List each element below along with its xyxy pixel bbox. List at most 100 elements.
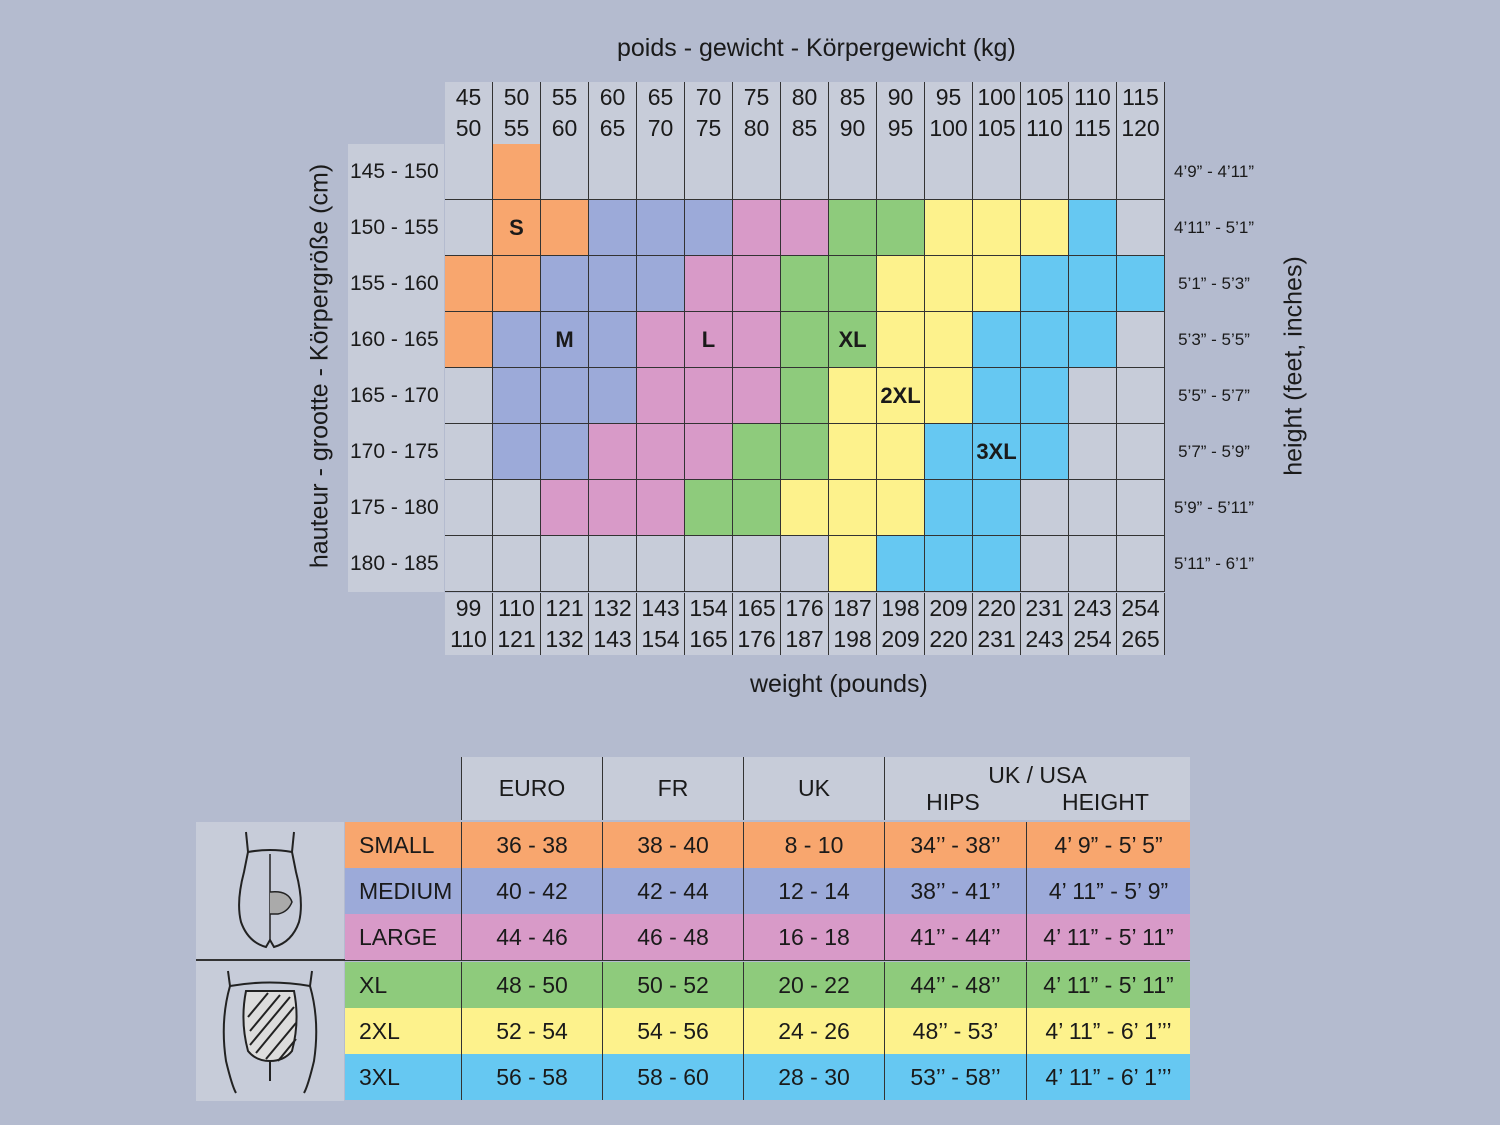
hips-range: 38’’ - 41’’ [884,868,1026,914]
kg-tick-label: 70 75 [685,82,733,144]
grid-cell [589,424,637,480]
kg-tick-bottom: 120 [1121,115,1160,141]
grid-cell [1117,144,1165,200]
grid-cell [1069,200,1117,256]
grid-cell [1021,144,1069,200]
lb-tick-bottom: 154 [641,626,680,652]
euro-size: 44 - 46 [461,914,602,960]
lb-tick-top: 187 [833,595,872,621]
grid-cell [733,256,781,312]
grid-cell [1117,536,1165,592]
grid-cell [973,144,1021,200]
lb-tick-label: 254 265 [1117,593,1165,655]
kg-tick-bottom: 80 [743,115,770,141]
kg-tick-top: 110 [1074,84,1111,110]
kg-tick-top: 100 [977,84,1016,110]
grid-cell [733,480,781,536]
kg-tick-label: 85 90 [829,82,877,144]
grid-cell [877,480,925,536]
grid-cell [829,536,877,592]
lb-tick-label: 220 231 [973,593,1021,655]
kg-tick-label: 80 85 [781,82,829,144]
grid-cell [589,368,637,424]
grid-cell [1021,200,1069,256]
ft-row-label: 4’9” - 4’11” [1174,162,1254,181]
lb-tick-bottom: 220 [929,626,968,652]
cm-row-label: 160 - 165 [348,312,444,368]
grid-cell: 3XL [973,424,1021,480]
grid-cell [925,256,973,312]
size-grid: S M L XL 2XL 3XL [445,144,1165,592]
kg-tick-top: 115 [1122,84,1159,110]
lb-tick-top: 143 [641,595,680,621]
grid-cell [637,368,685,424]
lb-tick-bottom: 121 [497,626,536,652]
header-euro: EURO [461,757,602,820]
grid-cell [925,424,973,480]
kg-tick-label: 100 105 [973,82,1021,144]
lb-tick-top: 165 [737,595,776,621]
cm-row-label: 155 - 160 [348,256,444,312]
grid-cell [445,536,493,592]
table-divider [196,959,1190,961]
lb-tick-top: 209 [929,595,968,621]
kg-tick-label: 55 60 [541,82,589,144]
lb-tick-bottom: 243 [1025,626,1064,652]
grid-cell: L [685,312,733,368]
kg-tick-bottom: 50 [455,115,482,141]
grid-cell [973,368,1021,424]
grid-cell [493,312,541,368]
kg-tick-bottom: 75 [695,115,722,141]
grid-cell [541,536,589,592]
kg-tick-bottom: 85 [791,115,818,141]
icon-box-control-top [196,961,344,1101]
header-height: HEIGHT [1061,788,1149,815]
hips-range: 34’’ - 38’’ [884,822,1026,868]
uk-size: 12 - 14 [743,868,884,914]
grid-cell [589,200,637,256]
grid-cell [925,368,973,424]
cm-row-label: 175 - 180 [348,480,444,536]
grid-cell [973,312,1021,368]
lb-tick-label: 231 243 [1021,593,1069,655]
cm-row-label: 180 - 185 [348,536,444,592]
header-ukusa-title: UK / USA [988,761,1087,788]
grid-cell [1069,256,1117,312]
euro-size: 52 - 54 [461,1008,602,1054]
height-range: 4’ 11” - 5’ 11” [1026,914,1190,960]
lb-tick-label: 165 176 [733,593,781,655]
kg-tick-label: 60 65 [589,82,637,144]
grid-cell [781,200,829,256]
kg-tick-top: 65 [647,84,674,110]
lb-tick-label: 209 220 [925,593,973,655]
kg-tick-top: 75 [743,84,770,110]
uk-size: 24 - 26 [743,1008,884,1054]
kg-tick-label: 65 70 [637,82,685,144]
grid-cell [1117,312,1165,368]
x-axis-label-bottom: weight (pounds) [750,670,928,698]
lb-tick-bottom: 265 [1121,626,1160,652]
grid-cell [925,312,973,368]
grid-cell [781,536,829,592]
lb-tick-bottom: 198 [833,626,872,652]
grid-cell [589,480,637,536]
lb-tick-top: 110 [498,595,535,621]
grid-cell [829,480,877,536]
icon-box-standard [196,822,344,959]
hips-range: 41’’ - 44’’ [884,914,1026,960]
grid-cell [541,424,589,480]
lb-tick-bottom: 231 [977,626,1016,652]
grid-cell [877,536,925,592]
grid-cell [493,424,541,480]
grid-cell [637,312,685,368]
grid-cell [829,424,877,480]
grid-cell [589,312,637,368]
grid-cell [1117,368,1165,424]
grid-cell [829,144,877,200]
grid-cell [493,256,541,312]
ft-row-label: 5’9” - 5’11” [1174,498,1254,517]
grid-cell [1117,424,1165,480]
lb-tick-label: 110 121 [493,593,541,655]
tights-standard-icon [238,831,302,949]
kg-tick-top: 70 [695,84,722,110]
